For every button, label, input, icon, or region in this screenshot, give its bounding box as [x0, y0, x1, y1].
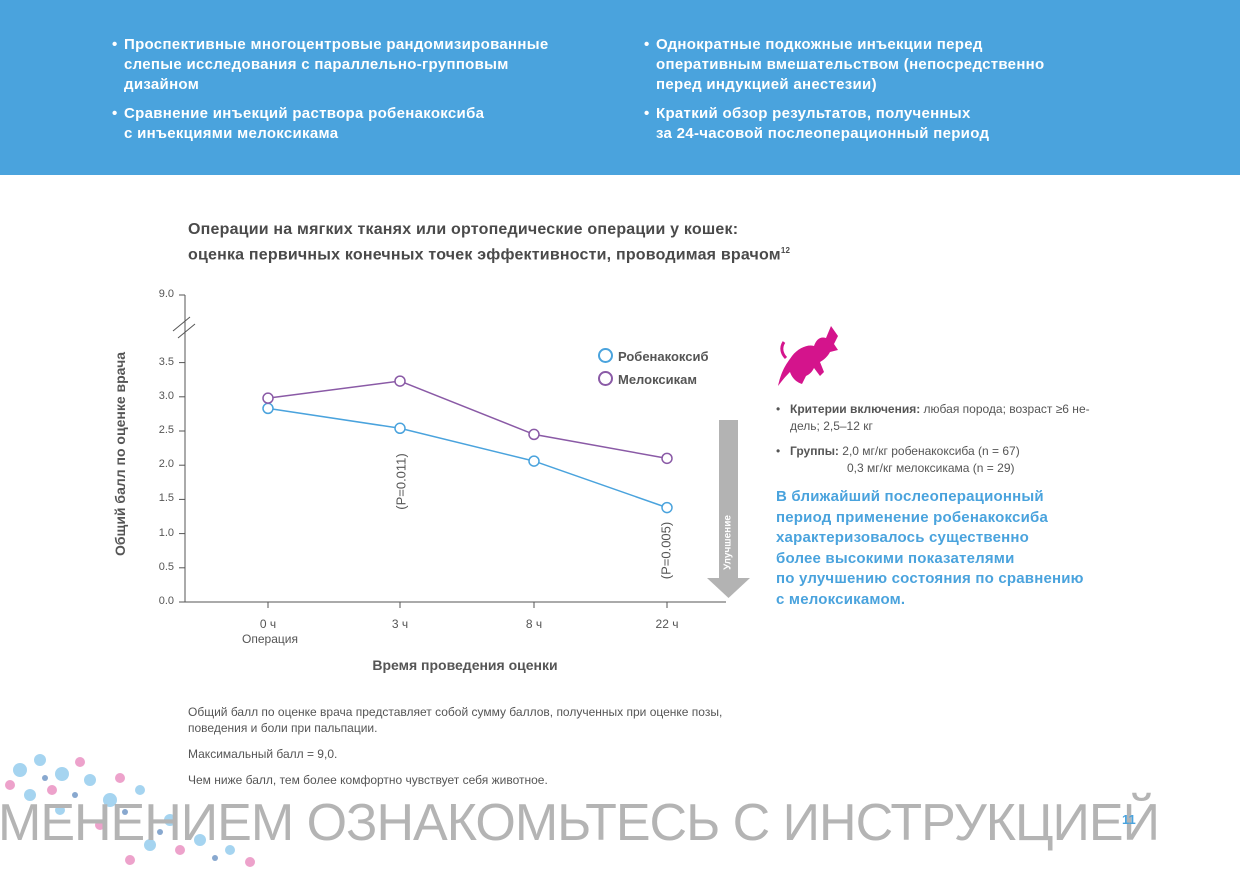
bullet-dot: •	[112, 105, 118, 122]
conclusion-line: характеризовалось существенно	[776, 529, 1030, 546]
top-banner: • Проспективные многоцентровые рандомизи…	[0, 0, 1240, 175]
conclusion-line: более высокими показателями	[776, 549, 1015, 567]
bullet-dot: •	[112, 36, 118, 53]
y-tick-label: 3.5	[158, 355, 174, 368]
criteria-label: Критерии включения:	[790, 402, 921, 416]
y-tick-label: 1.5	[158, 492, 174, 505]
data-point-meloxicam	[661, 452, 673, 465]
data-point-meloxicam	[528, 428, 540, 441]
note-lower-better: Чем ниже балл, тем более комфортно чувст…	[188, 773, 548, 787]
banner-bullet: • Краткий обзор результатов, полученных …	[644, 104, 1126, 144]
note-max-score: Максимальный балл = 9,0.	[188, 747, 338, 761]
data-point-robenacoxib	[262, 402, 274, 415]
bullet-text: дизайном	[124, 76, 200, 93]
bullet-dot: •	[644, 105, 650, 122]
data-point-robenacoxib	[528, 455, 540, 467]
groups-text: 0,3 мг/кг мелоксикама (n = 29)	[847, 461, 1015, 475]
x-tick-label: 8 ч	[525, 617, 543, 631]
page-number: 11	[1122, 812, 1136, 827]
bullet-text: Проспективные многоцентровые рандомизиро…	[124, 36, 549, 53]
legend-label: Мелоксикам	[618, 372, 697, 387]
y-tick-label: 0.0	[158, 595, 174, 607]
cat-icon	[778, 326, 838, 386]
note-score-definition: Общий балл по оценке врача представляет …	[188, 704, 722, 736]
p-value-annotation: (P=0.011)	[393, 453, 409, 510]
x-sublabel: Операция	[242, 632, 298, 646]
groups-text: 2,0 мг/кг робенакоксиба (n = 67)	[842, 444, 1020, 458]
criteria-text: любая порода; возраст ≥6 не-	[920, 402, 1090, 416]
data-point-robenacoxib	[394, 422, 406, 435]
series-line-robenacoxib	[267, 407, 668, 509]
x-tick-label: 3 ч	[391, 617, 409, 631]
chart-title-line: оценка первичных конечных точек эффектив…	[188, 246, 781, 264]
x-tick-label: 22 ч	[655, 617, 679, 631]
series-line-meloxicam	[267, 380, 668, 460]
data-point-meloxicam	[394, 375, 406, 387]
legend-marker	[598, 348, 613, 363]
inclusion-criteria: • Критерии включения: любая порода; возр…	[776, 401, 1146, 435]
bullet-text: с инъекциями мелоксикама	[124, 125, 339, 142]
chart-title: Операции на мягких тканях или ортопедиче…	[188, 219, 790, 265]
conclusion-line: с мелоксикамом.	[776, 590, 906, 608]
y-tick-label: 2.5	[158, 424, 174, 436]
improvement-label: Улучшение	[722, 515, 734, 570]
bullet-dot: •	[644, 36, 650, 53]
conclusion-line: В ближайший послеоперационный	[776, 488, 1044, 505]
conclusion-line: период применение робенакоксиба	[776, 508, 1049, 526]
footer-banner-text: МЕНЕНИЕМ ОЗНАКОМЬТЕСЬ С ИНСТРУКЦИЕЙ	[0, 794, 1160, 852]
legend-item-robenacoxib: Робенакоксиб	[598, 348, 709, 364]
y-axis-label: Общий балл по оценке врача	[112, 351, 128, 557]
decorative-flowers-icon	[5, 754, 255, 867]
legend-marker	[598, 371, 613, 386]
banner-bullet: • Проспективные многоцентровые рандомизи…	[112, 35, 624, 95]
legend-item-meloxicam: Мелоксикам	[598, 371, 697, 387]
bullet-text: перед индукцией анестезии)	[656, 76, 877, 93]
legend-label: Робенакоксиб	[618, 349, 709, 364]
y-tick-label: 1.0	[158, 526, 174, 539]
data-point-meloxicam	[262, 392, 274, 404]
criteria-text: дель; 2,5–12 кг	[790, 419, 873, 433]
bullet-text: Краткий обзор результатов, полученных	[656, 105, 971, 122]
y-tick-label: 2.0	[158, 458, 174, 471]
y-tick-label: 9.0	[158, 288, 174, 300]
reference-mark: 12	[780, 246, 791, 255]
bullet-text: Сравнение инъекций раствора робенакоксиб…	[124, 105, 485, 122]
bullet-text: за 24-часовой послеоперационный период	[656, 125, 990, 142]
groups: • Группы: 2,0 мг/кг робенакоксиба (n = 6…	[776, 443, 1146, 477]
axis-break-mark	[172, 316, 196, 339]
chart-title-line: Операции на мягких тканях или ортопедиче…	[188, 221, 739, 238]
x-axis-label: Время проведения оценки	[372, 657, 558, 673]
note-line: Общий балл по оценке врача представляет …	[188, 705, 723, 719]
y-tick-label: 3.0	[158, 389, 174, 402]
bullet-dot: •	[776, 402, 781, 416]
bullet-text: слепые исследования с параллельно-группо…	[124, 56, 509, 73]
groups-label: Группы:	[790, 444, 839, 458]
bullet-text: Однократные подкожные инъекции перед	[656, 36, 983, 53]
bullet-text: оперативным вмешательством (непосредстве…	[656, 56, 1045, 73]
conclusion-text: В ближайший послеоперационный период при…	[776, 487, 1136, 610]
banner-bullet: • Сравнение инъекций раствора робенакокс…	[112, 104, 624, 144]
bullet-dot: •	[776, 444, 781, 458]
banner-bullet: • Однократные подкожные инъекции перед о…	[644, 35, 1126, 95]
y-tick-label: 0.5	[158, 560, 174, 573]
p-value-annotation: (P=0.005)	[658, 521, 674, 580]
conclusion-line: по улучшению состояния по сравнению	[776, 570, 1084, 587]
x-tick-label: 0 ч	[259, 617, 277, 631]
note-line: поведения и боли при пальпации.	[188, 721, 378, 735]
